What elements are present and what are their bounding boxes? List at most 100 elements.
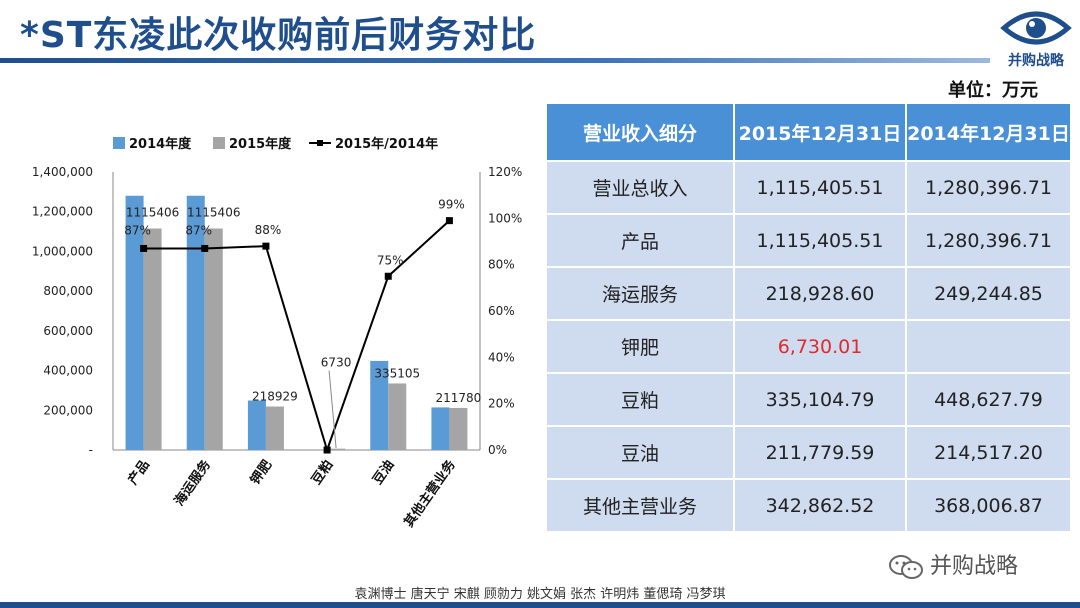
table-row: 钾肥 6,730.01 <box>547 320 1072 374</box>
title-underline <box>0 58 990 63</box>
y-right-tick-label: 100% <box>488 211 522 225</box>
ratio-value-label: 87% <box>185 223 212 237</box>
y-left-tick-label: 400,000 <box>43 364 93 378</box>
bar-2014 <box>370 360 389 450</box>
row-label: 钾肥 <box>547 320 735 374</box>
ratio-point <box>445 217 453 225</box>
legend-swatch <box>213 137 225 149</box>
table-row: 产品 1,115,405.51 1,280,396.71 <box>547 214 1072 268</box>
y-left-tick-label: 1,200,000 <box>32 205 93 219</box>
bar-2015 <box>327 448 346 450</box>
cell-2014: 1,280,396.71 <box>906 161 1072 215</box>
bar-2015 <box>265 406 284 450</box>
title-bar: *ST东凌此次收购前后财务对比 并购战略 <box>0 0 1080 70</box>
chart-bars <box>125 195 468 450</box>
page-title: *ST东凌此次收购前后财务对比 <box>20 15 537 56</box>
y-right-tick-label: 20% <box>488 397 515 411</box>
cell-2014: 249,244.85 <box>906 267 1072 321</box>
cell-2015-highlight: 6,730.01 <box>734 320 907 374</box>
ratio-value-label: 87% <box>124 223 151 237</box>
cell-2014: 214,517.20 <box>906 426 1072 480</box>
ratio-point <box>262 242 270 250</box>
bar-value-label: 1115406 <box>187 206 240 220</box>
row-label: 豆粕 <box>547 373 735 427</box>
chart-data-labels: 1115406 1115406 218929 6730 335105 211780 87% 8… <box>124 198 482 449</box>
row-label: 其他主营业务 <box>547 479 735 533</box>
table-row: 海运服务 218,928.60 249,244.85 <box>547 267 1072 321</box>
unit-label: 单位：万元 <box>948 80 1038 101</box>
table-row: 豆粕 335,104.79 448,627.79 <box>547 373 1072 427</box>
row-label: 海运服务 <box>547 267 735 321</box>
y-right-tick-label: 80% <box>488 258 515 272</box>
ratio-point <box>140 244 148 252</box>
y-left-tick-label: 1,000,000 <box>32 244 93 258</box>
bar-2014 <box>247 400 266 450</box>
cell-2014: 448,627.79 <box>906 373 1072 427</box>
ratio-value-label: 88% <box>255 223 282 237</box>
cell-2015: 218,928.60 <box>734 267 907 321</box>
cell-2015: 1,115,405.51 <box>734 214 907 268</box>
bar-value-label: 6730 <box>321 356 352 370</box>
cell-2014: 368,006.87 <box>906 479 1072 533</box>
logo-text: 并购战略 <box>1008 53 1064 69</box>
y-left-tick-label: 600,000 <box>43 324 93 338</box>
eye-icon <box>1000 11 1072 45</box>
legend-swatch <box>113 137 125 149</box>
bar-2014 <box>186 195 205 450</box>
bar-value-label: 218929 <box>252 390 298 404</box>
header-2014: 2014年12月31日 <box>906 104 1072 162</box>
ratio-point <box>201 244 209 252</box>
y-right-tick-label: 40% <box>488 350 515 364</box>
chart-legend: 2014年度 2015年度 2015年/2014年 <box>113 136 438 152</box>
ratio-value-label: 99% <box>438 198 465 212</box>
y-left-tick-label: 1,400,000 <box>32 165 93 179</box>
y-left-tick-label: - <box>89 443 93 457</box>
bar-2014 <box>431 407 450 450</box>
bar-value-label: 335105 <box>374 366 420 380</box>
ratio-point <box>323 446 331 454</box>
revenue-chart: 2014年度 2015年度 2015年/2014年 - 200,000 400,000 6… <box>32 136 522 530</box>
bar-2015 <box>388 383 407 450</box>
wechat-label: 并购战略 <box>930 554 1019 579</box>
ratio-point <box>384 272 392 280</box>
bar-label-leader <box>328 370 337 449</box>
ratio-value-label: 75% <box>377 253 404 267</box>
x-tick-label: 其他主营业务 <box>401 456 459 530</box>
wechat-icon <box>889 555 923 579</box>
y-right-tick-label: 60% <box>488 304 515 318</box>
financial-table: 营业收入细分 2015年12月31日 2014年12月31日 营业总收入 1,1… <box>547 104 1072 533</box>
legend-label: 2014年度 <box>129 136 192 152</box>
y-right-tick-label: 0% <box>488 443 507 457</box>
legend-label: 2015年度 <box>229 136 292 152</box>
table-row: 其他主营业务 342,862.52 368,006.87 <box>547 479 1072 533</box>
table-row: 豆油 211,779.59 214,517.20 <box>547 426 1072 480</box>
cell-2015: 335,104.79 <box>734 373 907 427</box>
x-tick-label: 豆粕 <box>308 457 336 487</box>
cell-2014: 1,280,396.71 <box>906 214 1072 268</box>
y-right-tick-label: 120% <box>488 165 522 179</box>
chart-ratio-line <box>140 217 453 454</box>
x-tick-label: 钾肥 <box>247 457 275 487</box>
bar-2015 <box>449 407 468 450</box>
x-tick-label: 产品 <box>125 457 153 487</box>
header-2015: 2015年12月31日 <box>734 104 907 162</box>
row-label: 豆油 <box>547 426 735 480</box>
y-left-tick-label: 200,000 <box>43 403 93 417</box>
legend-label: 2015年/2014年 <box>335 136 438 152</box>
cell-2015: 1,115,405.51 <box>734 161 907 215</box>
footer-authors: 袁渊博士 唐天宁 宋麒 顾勍力 姚文娟 张杰 许明炜 董偲琦 冯梦琪 <box>354 587 726 602</box>
y-left-tick-label: 800,000 <box>43 284 93 298</box>
row-label: 营业总收入 <box>547 161 735 215</box>
cell-2014 <box>906 320 1072 374</box>
bar-2014 <box>125 195 144 450</box>
legend-line-marker <box>317 140 323 146</box>
row-label: 产品 <box>547 214 735 268</box>
bar-value-label: 1115406 <box>126 206 179 220</box>
table-row: 营业总收入 1,115,405.51 1,280,396.71 <box>547 161 1072 215</box>
header-segment: 营业收入细分 <box>547 104 735 162</box>
table-header-row: 营业收入细分 2015年12月31日 2014年12月31日 <box>547 104 1072 162</box>
bar-2015 <box>143 228 162 450</box>
bar-value-label: 211780 <box>436 391 482 405</box>
cell-2015: 211,779.59 <box>734 426 907 480</box>
x-tick-label: 豆油 <box>369 457 397 487</box>
